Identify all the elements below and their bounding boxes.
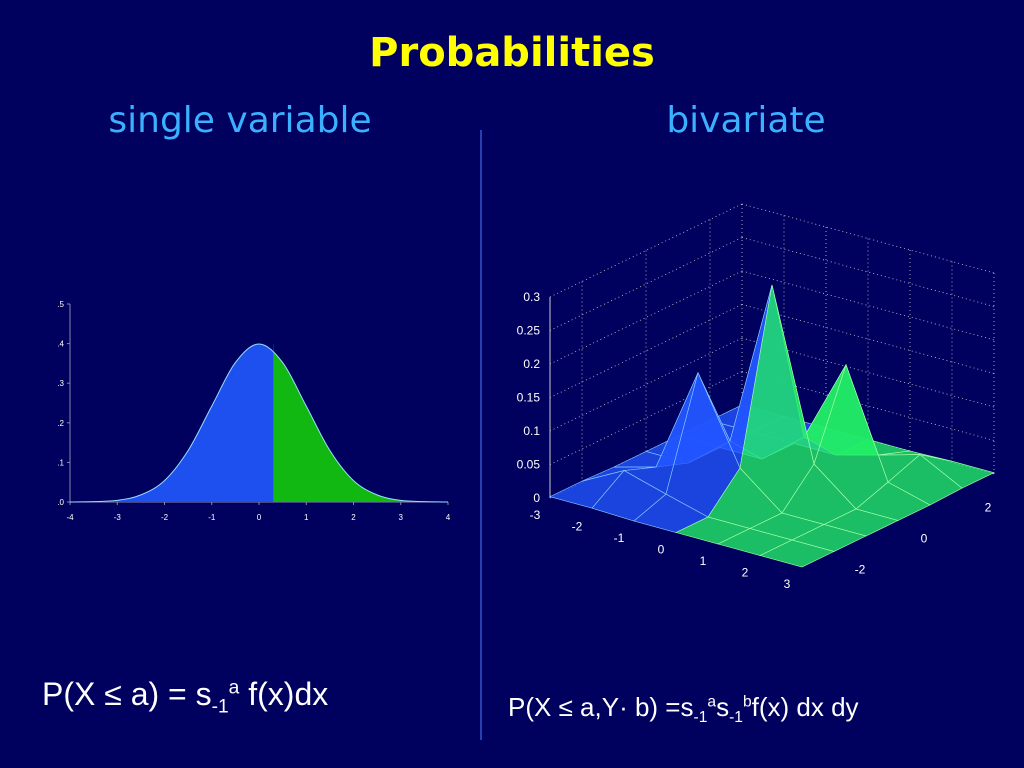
formula-text: s bbox=[716, 692, 730, 722]
x-tick-label: 4 bbox=[446, 513, 451, 522]
y-tick-label: .0 bbox=[57, 498, 64, 507]
y-tick-label: .3 bbox=[57, 379, 64, 388]
x-tick-label: -4 bbox=[66, 513, 74, 522]
x-tick-label: 2 bbox=[742, 566, 749, 580]
formula-text: f(x) dx dy bbox=[751, 692, 859, 722]
grid-line bbox=[741, 237, 995, 307]
z-tick-label: 0.3 bbox=[523, 290, 540, 304]
z-tick-label: 0.1 bbox=[523, 424, 540, 438]
y-tick-label: 2 bbox=[985, 501, 992, 515]
y-tick-label: .1 bbox=[57, 458, 64, 467]
x-tick-label: 0 bbox=[658, 543, 665, 557]
formula-text: P(X ≤ a,Y· b) =s bbox=[508, 692, 694, 722]
formula-sup: b bbox=[742, 693, 752, 711]
z-tick-label: 0.15 bbox=[517, 391, 541, 405]
y-tick-label: .4 bbox=[57, 340, 64, 349]
right-heading: bivariate bbox=[666, 100, 826, 141]
x-tick-label: 3 bbox=[784, 577, 791, 591]
x-tick-label: 2 bbox=[351, 513, 356, 522]
formula-sup: a bbox=[707, 693, 717, 711]
formula-text: P(X ≤ a) = s bbox=[42, 676, 212, 712]
z-tick-label: 0.25 bbox=[517, 324, 541, 338]
z-tick-label: 0.2 bbox=[523, 357, 540, 371]
formula-sup: a bbox=[228, 677, 240, 699]
area-right bbox=[273, 351, 448, 502]
slide-title: Probabilities bbox=[369, 30, 655, 76]
formula-sub: -1 bbox=[211, 696, 229, 718]
x-tick-label: 0 bbox=[257, 513, 262, 522]
y-tick-label: -2 bbox=[855, 563, 866, 577]
x-tick-label: 1 bbox=[304, 513, 309, 522]
x-tick-label: -1 bbox=[614, 531, 625, 545]
x-tick-label: -2 bbox=[572, 520, 583, 534]
formula-text: f(x)dx bbox=[239, 676, 329, 712]
grid-line bbox=[549, 270, 743, 365]
x-tick-label: -3 bbox=[530, 508, 541, 522]
curve bbox=[69, 343, 449, 503]
z-tick-label: 0.05 bbox=[517, 458, 541, 472]
left-heading: single variable bbox=[108, 100, 372, 141]
y-tick-label: .5 bbox=[57, 300, 64, 309]
y-tick-label: .2 bbox=[57, 419, 64, 428]
formula-sub: -1 bbox=[693, 709, 708, 727]
formula-sub: -1 bbox=[729, 709, 743, 727]
formula-right: P(X ≤ a,Y· b) =s-1as-1bf(x) dx dy bbox=[508, 692, 859, 727]
surface-cell bbox=[759, 539, 835, 568]
x-tick-label: 3 bbox=[399, 513, 404, 522]
x-tick-label: -1 bbox=[208, 513, 216, 522]
area-left bbox=[70, 343, 274, 502]
y-tick-label: 0 bbox=[921, 532, 928, 546]
formula-left: P(X ≤ a) = s-1a f(x)dx bbox=[42, 676, 328, 718]
x-tick-label: 1 bbox=[700, 554, 707, 568]
x-tick-label: -3 bbox=[114, 513, 122, 522]
z-tick-label: 0 bbox=[533, 491, 540, 505]
x-tick-label: -2 bbox=[161, 513, 169, 522]
